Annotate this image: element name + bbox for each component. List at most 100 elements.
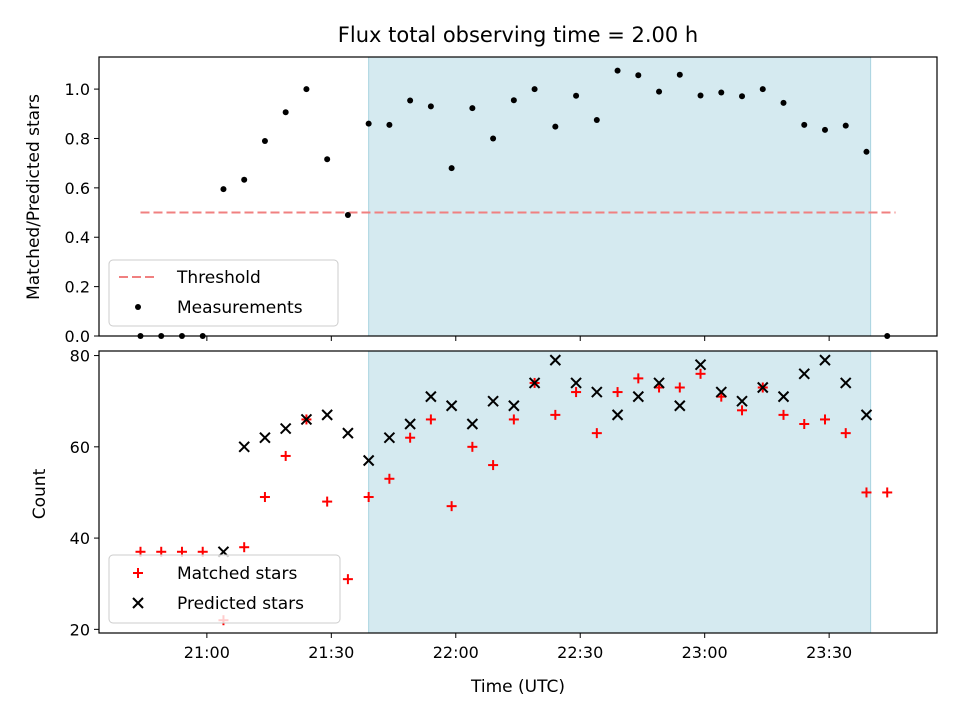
predicted-star-point <box>840 377 852 389</box>
predicted-star-point <box>549 354 562 366</box>
matched-star-point <box>446 501 457 512</box>
predicted-star-point <box>736 395 748 407</box>
measurement-point <box>593 116 600 123</box>
legend-predicted-label: Predicted stars <box>177 594 304 614</box>
matched-star-point <box>259 492 270 503</box>
matched-star-point <box>425 414 436 425</box>
measurement-point <box>365 120 372 127</box>
measurement-point <box>427 103 434 110</box>
measurement-point <box>759 86 766 93</box>
x-axis-label: Time (UTC) <box>470 677 565 697</box>
predicted-star-point <box>508 400 520 412</box>
top-axes-frame <box>98 56 938 337</box>
measurement-point <box>241 176 248 183</box>
top-y-axis-label: Matched/Predicted stars <box>24 94 44 300</box>
matched-star-point <box>633 373 644 384</box>
predicted-star-point <box>404 418 416 430</box>
measurement-point <box>261 137 268 144</box>
legend-measurements-label: Measurements <box>177 298 303 318</box>
measurement-point <box>282 109 289 116</box>
predicted-star-point <box>383 431 396 444</box>
predicted-star-point <box>321 409 333 421</box>
measurement-point <box>821 126 828 133</box>
chart-title: Flux total observing time = 2.00 h <box>338 23 698 47</box>
bottom-y-axis-label: Count <box>30 468 50 519</box>
bottom-y-ticks: 20 40 60 80 <box>70 347 99 639</box>
predicted-star-point <box>777 390 790 403</box>
predicted-star-point <box>819 354 831 366</box>
measurement-point <box>614 67 621 74</box>
matched-star-point <box>840 428 851 439</box>
matched-star-point <box>674 382 685 393</box>
predicted-star-point <box>757 381 769 394</box>
matched-star-point <box>819 414 830 425</box>
bottom-legend: Matched stars Predicted stars <box>108 554 341 624</box>
x-tick-label: 23:30 <box>806 643 852 662</box>
measurement-point <box>469 105 476 112</box>
predicted-star-point <box>674 400 686 412</box>
bottom-axes-frame <box>98 350 938 634</box>
matched-star-point <box>363 492 374 503</box>
x-tick-label: 21:00 <box>184 643 230 662</box>
matched-star-point <box>322 496 333 507</box>
y-tick-label: 20 <box>70 620 90 639</box>
matched-star-point <box>591 428 602 439</box>
measurement-point <box>303 86 310 93</box>
y-tick-label: 0.4 <box>65 228 90 247</box>
matched-star-point <box>612 387 623 398</box>
predicted-star-point <box>798 368 810 380</box>
matched-star-point <box>799 419 810 430</box>
y-tick-label: 40 <box>70 529 90 548</box>
predicted-star-point <box>632 390 645 403</box>
x-tick-label: 23:00 <box>682 643 728 662</box>
legend-predicted-swatch <box>132 597 144 609</box>
x-tick-label: 22:30 <box>557 643 603 662</box>
predicted-star-point <box>715 386 727 398</box>
measurement-point <box>531 86 538 93</box>
measurement-point <box>510 97 517 104</box>
predicted-star-point <box>860 409 873 421</box>
matched-star-point <box>239 542 250 553</box>
matched-star-point <box>550 409 561 420</box>
top-x-ticks <box>206 336 830 341</box>
predicted-star-point <box>445 400 458 412</box>
predicted-star-point <box>342 427 354 439</box>
y-tick-label: 0.6 <box>65 179 90 198</box>
predicted-star-point <box>466 418 479 430</box>
y-tick-label: 0.0 <box>65 327 90 346</box>
legend-measurements-swatch <box>135 304 141 310</box>
matched-star-point <box>861 487 872 498</box>
top-shaded-interval <box>368 56 872 337</box>
measurement-point <box>552 123 559 130</box>
x-tick-label: 21:30 <box>308 643 354 662</box>
top-legend-box <box>108 259 339 327</box>
matched-star-point <box>384 473 395 484</box>
y-tick-label: 0.8 <box>65 129 90 148</box>
measurement-point <box>490 135 497 142</box>
predicted-star-point <box>653 377 665 389</box>
measurement-point <box>344 212 351 219</box>
y-tick-label: 80 <box>70 347 90 366</box>
top-legend: Threshold Measurements <box>108 259 339 327</box>
top-measurements <box>137 67 891 339</box>
matched-star-point <box>280 450 291 461</box>
measurement-point <box>739 93 746 100</box>
matched-star-point <box>405 432 416 443</box>
predicted-star-point <box>611 409 624 421</box>
measurement-point <box>407 97 414 104</box>
measurement-point <box>656 88 663 95</box>
matched-star-point <box>488 460 499 471</box>
predicted-star-point <box>694 358 707 371</box>
bottom-legend-box <box>108 554 341 624</box>
y-tick-label: 1.0 <box>65 80 90 99</box>
predicted-star-point <box>425 390 437 403</box>
measurement-point <box>718 89 725 96</box>
measurement-point <box>220 186 227 193</box>
matched-star-point <box>695 368 706 379</box>
predicted-star-point <box>259 431 271 444</box>
matched-star-point <box>467 441 478 452</box>
measurement-point <box>842 122 849 129</box>
bottom-shaded-interval <box>368 350 872 634</box>
